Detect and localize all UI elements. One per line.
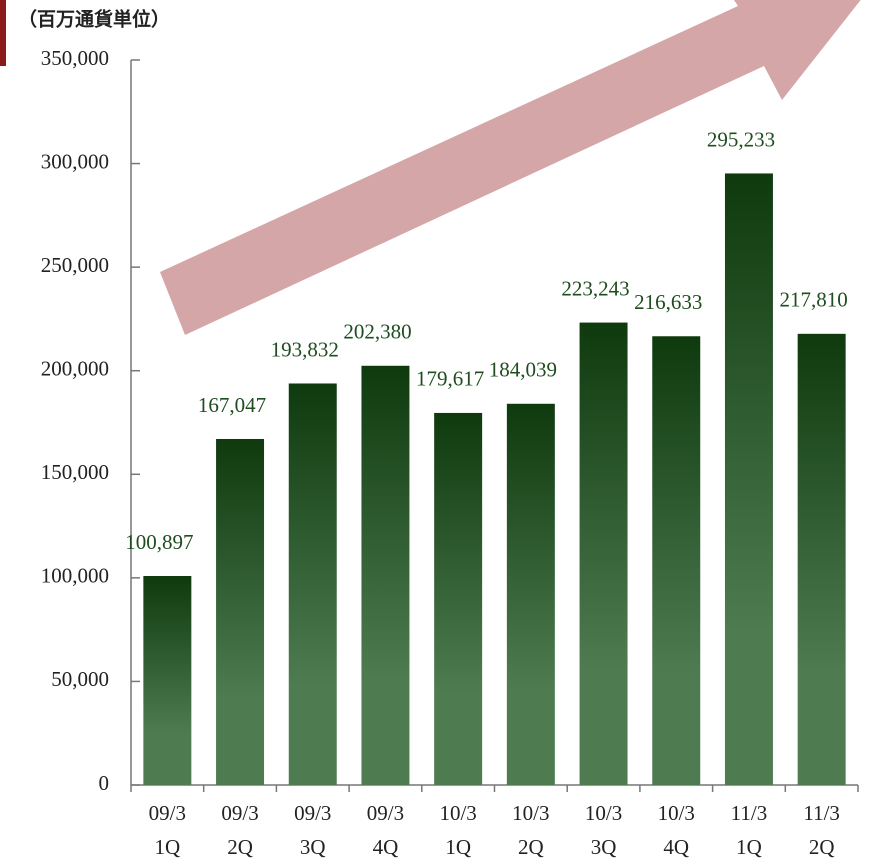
x-tick-label: 2Q [227, 835, 253, 859]
x-tick-label: 4Q [663, 835, 689, 859]
bar [797, 333, 846, 785]
bar [216, 438, 265, 785]
x-tick-label: 1Q [736, 835, 762, 859]
value-label: 202,380 [343, 320, 411, 344]
y-tick-label: 300,000 [41, 149, 109, 173]
x-tick-label: 4Q [373, 835, 399, 859]
x-tick-label: 09/3 [367, 801, 404, 825]
value-label: 295,233 [707, 127, 775, 151]
y-tick-label: 250,000 [41, 253, 109, 277]
x-tick-label: 10/3 [658, 801, 695, 825]
bar [361, 365, 410, 785]
x-tick-label: 2Q [518, 835, 544, 859]
side-tab [0, 0, 6, 66]
x-tick-label: 3Q [300, 835, 326, 859]
bar [579, 322, 628, 785]
y-tick-label: 50,000 [51, 667, 109, 691]
value-label: 184,039 [489, 358, 557, 382]
x-tick-label: 09/3 [294, 801, 331, 825]
x-tick-label: 10/3 [512, 801, 549, 825]
value-label: 179,617 [416, 367, 484, 391]
y-tick-label: 150,000 [41, 460, 109, 484]
bar [506, 403, 555, 785]
x-tick-label: 3Q [591, 835, 617, 859]
bar [288, 383, 337, 785]
chart-title: （百万通貨単位） [18, 8, 170, 31]
y-tick-label: 200,000 [41, 357, 109, 381]
x-tick-label: 10/3 [439, 801, 476, 825]
x-tick-label: 09/3 [221, 801, 258, 825]
value-label: 216,633 [634, 290, 702, 314]
value-label: 100,897 [125, 530, 193, 554]
x-tick-label: 1Q [445, 835, 471, 859]
bar [434, 412, 483, 785]
y-tick-label: 350,000 [41, 46, 109, 70]
bar [143, 575, 192, 785]
bar [652, 336, 701, 785]
value-label: 223,243 [561, 276, 629, 300]
y-tick-label: 100,000 [41, 564, 109, 588]
x-tick-label: 11/3 [803, 801, 840, 825]
x-tick-label: 1Q [155, 835, 181, 859]
value-label: 167,047 [198, 393, 266, 417]
value-label: 193,832 [271, 337, 339, 361]
x-tick-label: 10/3 [585, 801, 622, 825]
y-tick-label: 0 [99, 771, 110, 795]
growth-arrow [160, 0, 861, 335]
x-tick-label: 11/3 [731, 801, 768, 825]
bar [724, 173, 773, 785]
x-tick-label: 2Q [809, 835, 835, 859]
value-label: 217,810 [780, 288, 848, 312]
x-tick-label: 09/3 [149, 801, 186, 825]
